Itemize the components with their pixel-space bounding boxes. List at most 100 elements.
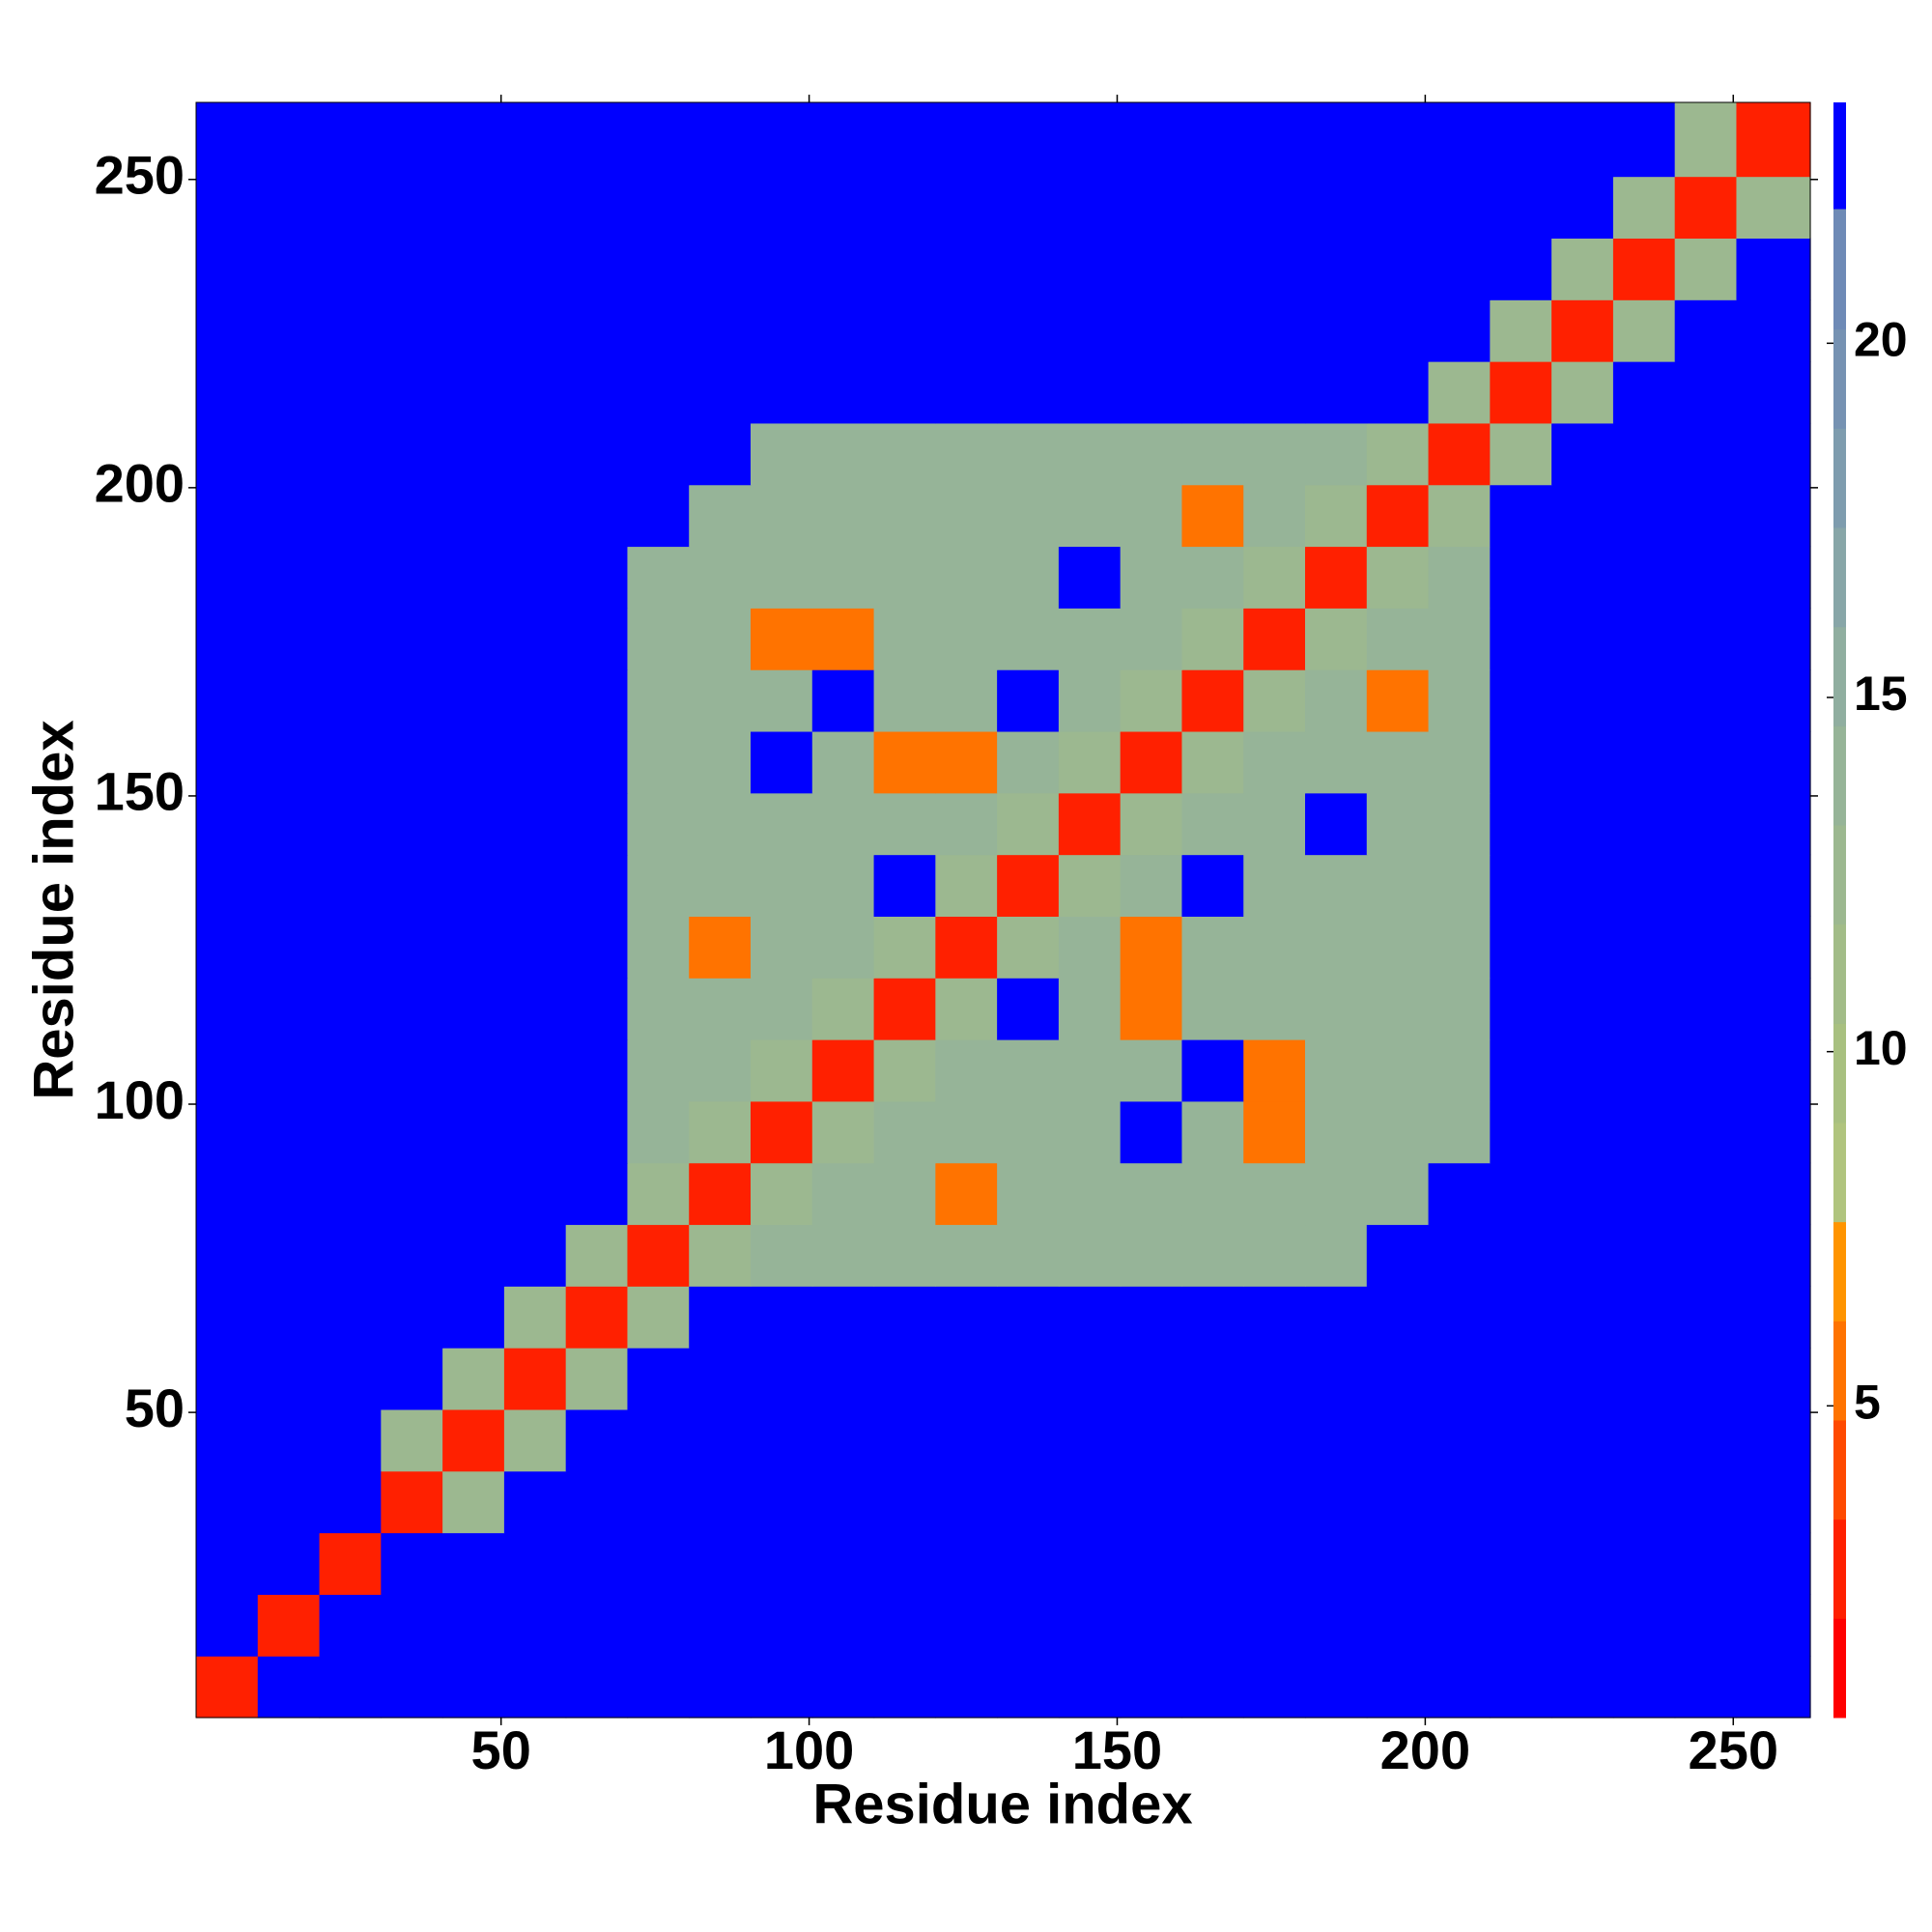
heatmap-cell: [997, 1594, 1060, 1657]
heatmap-cell: [751, 1348, 813, 1410]
heatmap-cell: [1736, 1224, 1811, 1287]
heatmap-cell: [1305, 176, 1368, 239]
heatmap-cell: [873, 1470, 936, 1534]
heatmap-cell: [1736, 1594, 1811, 1657]
heatmap-cell: [1243, 792, 1306, 856]
heatmap-cell: [442, 854, 505, 917]
heatmap-cell: [1551, 1348, 1614, 1410]
heatmap-cell: [811, 238, 875, 300]
heatmap-cell: [1366, 1656, 1430, 1719]
heatmap-cell: [1674, 608, 1738, 670]
heatmap-cell: [935, 238, 998, 300]
heatmap-cell: [751, 1039, 813, 1102]
heatmap-cell: [627, 669, 690, 732]
colorbar-tick-label: 5: [1854, 1376, 1881, 1430]
colorbar-tick-label: 20: [1854, 313, 1908, 367]
heatmap-cell: [196, 669, 259, 732]
heatmap-cell: [381, 792, 443, 856]
heatmap-cell: [751, 102, 813, 178]
heatmap-cell: [689, 1286, 752, 1349]
heatmap-cell: [196, 361, 259, 424]
heatmap-cell: [1736, 361, 1811, 424]
heatmap-cell: [1181, 1470, 1244, 1534]
heatmap-cell: [196, 1224, 259, 1287]
heatmap-cell: [1490, 238, 1552, 300]
heatmap-cell: [627, 1408, 690, 1472]
heatmap-cell: [1243, 608, 1306, 670]
heatmap-cell: [503, 669, 567, 732]
heatmap-cell: [1243, 1470, 1306, 1534]
heatmap-cell: [503, 176, 567, 239]
heatmap-cell: [1736, 1470, 1811, 1534]
heatmap-cell: [196, 484, 259, 548]
heatmap-cell: [1305, 1656, 1368, 1719]
heatmap-cell: [442, 102, 505, 178]
heatmap-cell: [627, 1100, 690, 1164]
heatmap-cell: [257, 1348, 321, 1410]
heatmap-cell: [1428, 102, 1491, 178]
heatmap-cell: [627, 1162, 690, 1226]
heatmap-cell: [1120, 546, 1183, 609]
heatmap-cell: [565, 792, 629, 856]
heatmap-cell: [811, 1348, 875, 1410]
heatmap-cell: [1366, 1286, 1430, 1349]
heatmap-cell: [935, 916, 998, 979]
heatmap-cell: [1428, 1348, 1491, 1410]
colorbar-segment: [1833, 1122, 1846, 1223]
heatmap-cell: [1551, 102, 1614, 178]
heatmap-cell: [1490, 1594, 1552, 1657]
heatmap-cell: [1181, 361, 1244, 424]
heatmap-cell: [811, 916, 875, 979]
heatmap-cell: [257, 669, 321, 732]
heatmap-cell: [1736, 1408, 1811, 1472]
heatmap-cell: [565, 1470, 629, 1534]
heatmap-cell: [565, 1532, 629, 1595]
heatmap-cell: [1181, 484, 1244, 548]
heatmap-cell: [319, 1408, 382, 1472]
heatmap-cell: [1366, 361, 1430, 424]
heatmap-cell: [1181, 546, 1244, 609]
heatmap-cell: [1181, 1224, 1244, 1287]
heatmap-cell: [1058, 916, 1122, 979]
heatmap-cell: [1490, 546, 1552, 609]
heatmap-cell: [1428, 422, 1491, 486]
heatmap-cell: [873, 1224, 936, 1287]
heatmap-cell: [1120, 669, 1183, 732]
heatmap-cell: [997, 978, 1060, 1040]
heatmap-cell: [1490, 361, 1552, 424]
heatmap-cell: [1612, 792, 1676, 856]
heatmap-cell: [689, 1348, 752, 1410]
heatmap-cell: [381, 422, 443, 486]
heatmap-cell: [1428, 1656, 1491, 1719]
heatmap-cell: [1674, 1224, 1738, 1287]
heatmap-cell: [1612, 1224, 1676, 1287]
heatmap-cell: [1428, 1408, 1491, 1472]
heatmap-cell: [873, 238, 936, 300]
heatmap-cell: [565, 1039, 629, 1102]
heatmap-cell: [1181, 916, 1244, 979]
heatmap-cell: [1305, 1348, 1368, 1410]
heatmap-cell: [503, 1286, 567, 1349]
heatmap-cell: [811, 1656, 875, 1719]
heatmap-cell: [565, 102, 629, 178]
heatmap-cell: [1305, 854, 1368, 917]
heatmap-cell: [811, 176, 875, 239]
heatmap-cell: [811, 484, 875, 548]
heatmap-cell: [1305, 1470, 1368, 1534]
heatmap-cell: [1490, 792, 1552, 856]
heatmap-cell: [1058, 1348, 1122, 1410]
heatmap-cell: [1674, 1348, 1738, 1410]
heatmap-cell: [1305, 238, 1368, 300]
y-tick-label: 200: [95, 453, 185, 514]
heatmap-cell: [1490, 1100, 1552, 1164]
heatmap-cell: [1181, 238, 1244, 300]
heatmap-cell: [1612, 1470, 1676, 1534]
heatmap-cell: [811, 1532, 875, 1595]
heatmap-cell: [1181, 792, 1244, 856]
heatmap-cell: [257, 1286, 321, 1349]
heatmap-cell: [196, 730, 259, 794]
plot-frame: [195, 101, 1811, 1719]
heatmap-cell: [1120, 484, 1183, 548]
heatmap-cell: [1490, 102, 1552, 178]
heatmap-cell: [627, 1348, 690, 1410]
